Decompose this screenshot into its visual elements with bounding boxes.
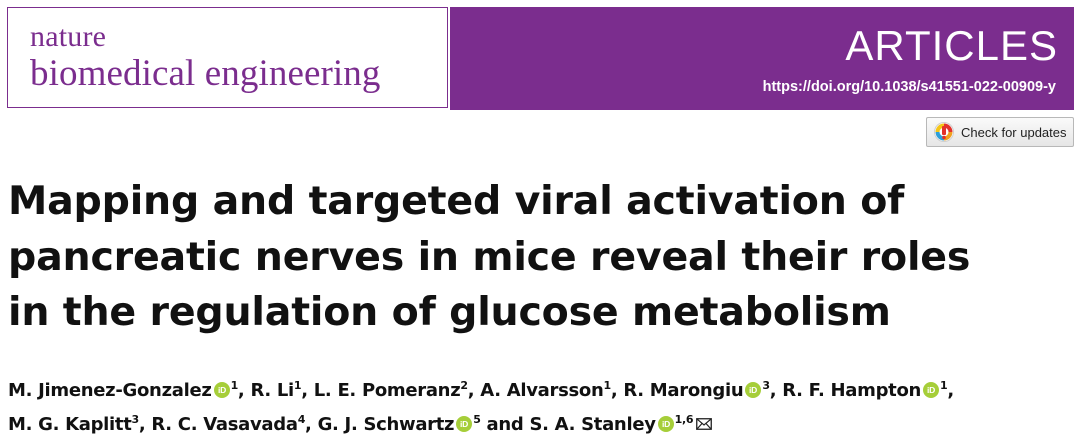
- header-banner: ARTICLES https://doi.org/10.1038/s41551-…: [450, 7, 1074, 110]
- article-title: Mapping and targeted viral activation of…: [8, 174, 1068, 341]
- title-line: in the regulation of glucose metabolism: [8, 289, 891, 335]
- author-name: R. Li: [250, 380, 294, 401]
- orcid-icon[interactable]: iD: [213, 382, 230, 398]
- affiliation-marker[interactable]: 1: [293, 379, 302, 392]
- affiliation-marker[interactable]: 2: [460, 379, 468, 392]
- orcid-icon[interactable]: iD: [657, 416, 674, 432]
- orcid-icon[interactable]: iD: [456, 416, 473, 432]
- author-name: M. Jimenez-Gonzalez: [8, 380, 212, 401]
- check-for-updates-label: Check for updates: [961, 124, 1067, 140]
- journal-logo[interactable]: nature biomedical engineering: [7, 7, 448, 108]
- author-name: L. E. Pomeranz: [313, 380, 461, 401]
- author-name: S. A. Stanley: [529, 414, 656, 435]
- author[interactable]: R. Marongiu iD 3: [623, 379, 770, 401]
- author-name: A. Alvarsson: [480, 380, 604, 401]
- author[interactable]: M. Jimenez-Gonzalez iD 1: [8, 380, 238, 401]
- author-separator: ,: [947, 380, 954, 401]
- check-for-updates-button[interactable]: Check for updates: [926, 117, 1074, 147]
- affiliation-marker[interactable]: 1: [230, 379, 239, 392]
- author-name: R. F. Hampton: [782, 380, 922, 401]
- author-name: R. Marongiu: [623, 380, 744, 401]
- author[interactable]: R. F. Hampton iD 1: [782, 380, 947, 401]
- affiliation-marker[interactable]: 1: [940, 379, 948, 392]
- orcid-icon[interactable]: iD: [923, 382, 940, 398]
- affiliation-marker[interactable]: 5: [473, 413, 481, 426]
- doi-link[interactable]: https://doi.org/10.1038/s41551-022-00909…: [762, 79, 1056, 95]
- article-type-label: ARTICLES: [845, 22, 1058, 69]
- title-line: pancreatic nerves in mice reveal their r…: [8, 233, 971, 280]
- author[interactable]: L. E. Pomeranz2: [314, 380, 468, 401]
- journal-header: nature biomedical engineering ARTICLES h…: [7, 7, 1074, 110]
- affiliation-marker[interactable]: 3: [131, 413, 140, 426]
- author-name: M. G. Kaplitt: [8, 414, 132, 435]
- author-separator: ,: [301, 380, 314, 401]
- crossmark-icon: [934, 122, 954, 142]
- svg-text:iD: iD: [749, 385, 757, 395]
- author-list: M. Jimenez-Gonzalez iD 1, R. Li1, L. E. Po…: [8, 374, 1074, 442]
- svg-text:iD: iD: [662, 419, 670, 429]
- journal-name-line1: nature: [30, 20, 107, 53]
- author-separator: and: [480, 414, 530, 435]
- author[interactable]: A. Alvarsson1: [480, 380, 611, 401]
- author-line: M. G. Kaplitt3, R. C. Vasavada4, G. J. S…: [8, 408, 1074, 442]
- author[interactable]: M. G. Kaplitt3: [8, 414, 139, 435]
- author-separator: ,: [305, 414, 318, 435]
- author[interactable]: S. A. Stanley iD 1,6: [529, 413, 713, 435]
- journal-name-line2: biomedical engineering: [30, 53, 381, 94]
- title-line: Mapping and targeted viral activation of: [8, 178, 905, 224]
- svg-text:iD: iD: [927, 385, 935, 395]
- envelope-icon[interactable]: [696, 418, 713, 430]
- author-separator: ,: [237, 380, 251, 401]
- svg-text:iD: iD: [218, 385, 226, 395]
- author-separator: ,: [769, 380, 783, 401]
- author-separator: ,: [138, 414, 152, 435]
- affiliation-marker[interactable]: 1,6: [674, 413, 694, 426]
- author[interactable]: G. J. Schwartz iD 5: [318, 414, 481, 435]
- affiliation-marker[interactable]: 3: [762, 379, 770, 392]
- author-separator: ,: [467, 380, 481, 401]
- author[interactable]: R. Li1: [250, 380, 301, 401]
- author-name: G. J. Schwartz: [317, 414, 455, 435]
- author[interactable]: R. C. Vasavada4: [151, 414, 305, 435]
- affiliation-marker[interactable]: 1: [603, 379, 612, 392]
- affiliation-marker[interactable]: 4: [297, 413, 306, 426]
- author-name: R. C. Vasavada: [151, 414, 298, 435]
- svg-text:iD: iD: [460, 419, 468, 429]
- author-line: M. Jimenez-Gonzalez iD 1, R. Li1, L. E. Po…: [8, 374, 1074, 408]
- orcid-icon[interactable]: iD: [745, 382, 762, 398]
- author-separator: ,: [610, 380, 624, 401]
